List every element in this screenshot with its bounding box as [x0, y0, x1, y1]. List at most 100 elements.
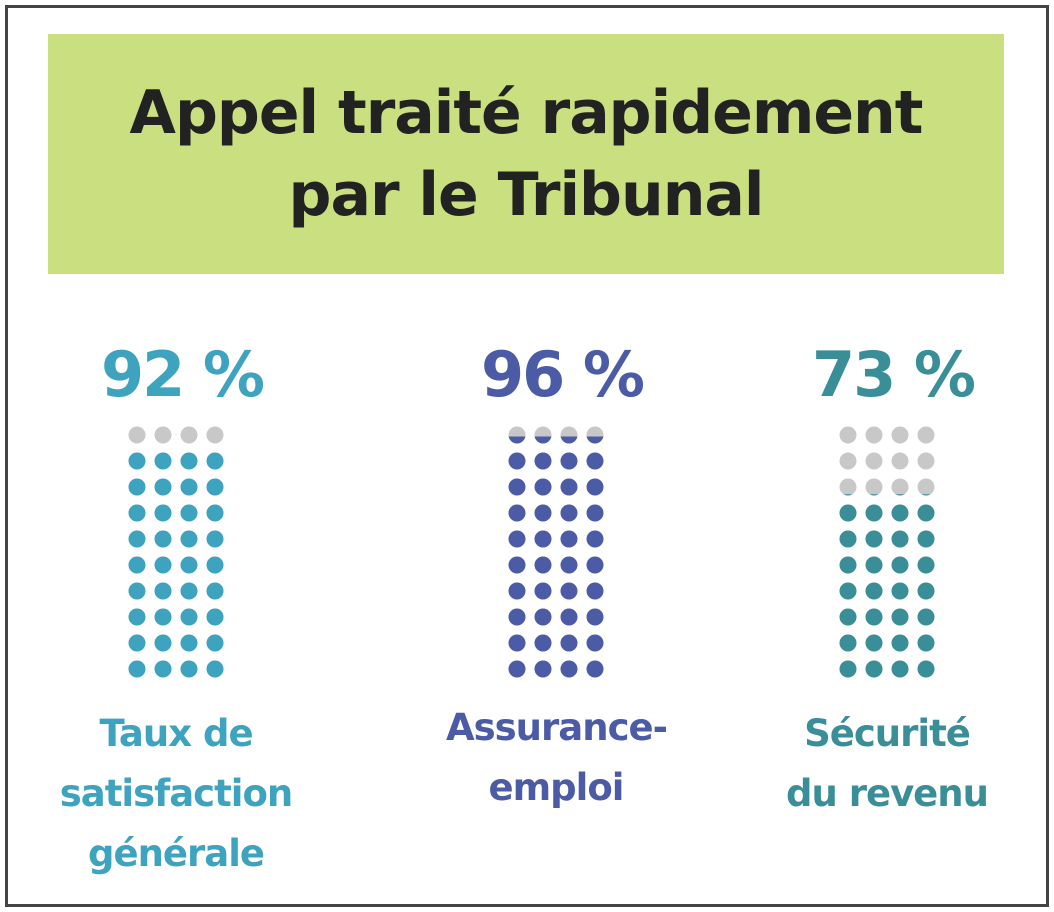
- dot: [534, 582, 552, 600]
- dot: [917, 556, 935, 574]
- dot: [128, 660, 146, 678]
- dot: [586, 504, 604, 522]
- dot: [154, 530, 172, 548]
- dot: [128, 504, 146, 522]
- dot: [560, 452, 578, 470]
- dot: [180, 504, 198, 522]
- title-banner: Appel traité rapidement par le Tribunal: [48, 34, 1004, 274]
- dot: [560, 608, 578, 626]
- dot: [128, 582, 146, 600]
- dot: [508, 504, 526, 522]
- dot: [180, 478, 198, 496]
- dot: [839, 608, 857, 626]
- dot: [917, 660, 935, 678]
- dot: [891, 504, 909, 522]
- dot: [534, 436, 552, 444]
- dot: [534, 608, 552, 626]
- dot: [206, 452, 224, 470]
- dot: [206, 556, 224, 574]
- dot: [534, 504, 552, 522]
- filled-dots: [839, 494, 935, 678]
- dot: [917, 426, 935, 444]
- dot: [508, 634, 526, 652]
- dot: [180, 582, 198, 600]
- dot: [917, 478, 935, 496]
- dot: [154, 426, 172, 444]
- dot: [508, 436, 526, 444]
- dot: [869, 494, 879, 496]
- value-label: 73 %: [812, 338, 975, 411]
- dot: [508, 556, 526, 574]
- dot: [206, 582, 224, 600]
- dot: [180, 634, 198, 652]
- dot: [534, 452, 552, 470]
- dot: [891, 452, 909, 470]
- dot: [560, 478, 578, 496]
- dot: [180, 426, 198, 444]
- dot: [865, 582, 883, 600]
- dot: [180, 530, 198, 548]
- dot: [917, 634, 935, 652]
- filled-dots: [128, 452, 224, 678]
- dot: [508, 608, 526, 626]
- dot: [917, 452, 935, 470]
- dot: [180, 452, 198, 470]
- category-label: Assurance-emploi: [446, 706, 668, 809]
- dot: [586, 530, 604, 548]
- filled-dots: [508, 436, 604, 678]
- dot: [865, 530, 883, 548]
- dot: [560, 530, 578, 548]
- dot: [839, 478, 857, 496]
- chart-title: Appel traité rapidement par le Tribunal: [129, 78, 924, 230]
- dot: [839, 452, 857, 470]
- dot: [839, 660, 857, 678]
- dot: [128, 530, 146, 548]
- category-label: Sécurité du revenu: [786, 712, 989, 815]
- dot: [128, 478, 146, 496]
- dot: [154, 452, 172, 470]
- dot: [560, 436, 578, 444]
- dot: [154, 634, 172, 652]
- dot: [865, 556, 883, 574]
- dot: [508, 660, 526, 678]
- dot: [154, 660, 172, 678]
- dot: [917, 504, 935, 522]
- dot: [154, 582, 172, 600]
- dot: [839, 426, 857, 444]
- dot: [865, 504, 883, 522]
- dot: [560, 504, 578, 522]
- dot: [891, 660, 909, 678]
- dot: [206, 608, 224, 626]
- dot: [154, 608, 172, 626]
- dot: [891, 634, 909, 652]
- dot: [508, 478, 526, 496]
- dot: [560, 634, 578, 652]
- dot: [586, 608, 604, 626]
- dot: [839, 634, 857, 652]
- dot: [206, 634, 224, 652]
- dot: [206, 504, 224, 522]
- dot: [180, 660, 198, 678]
- dot: [586, 556, 604, 574]
- dot: [865, 452, 883, 470]
- dot: [534, 556, 552, 574]
- dot: [154, 504, 172, 522]
- value-label: 96 %: [481, 338, 644, 411]
- dot: [921, 494, 931, 496]
- value-label: 92 %: [101, 338, 264, 411]
- frame: [5, 5, 1049, 907]
- dot: [154, 478, 172, 496]
- dot: [586, 478, 604, 496]
- category-label: Taux de satisfaction générale: [59, 712, 294, 875]
- dot: [891, 608, 909, 626]
- dot: [865, 608, 883, 626]
- dot: [839, 582, 857, 600]
- dot: [128, 608, 146, 626]
- dot: [917, 582, 935, 600]
- dot: [534, 530, 552, 548]
- dot: [839, 556, 857, 574]
- dot: [534, 478, 552, 496]
- dot: [180, 608, 198, 626]
